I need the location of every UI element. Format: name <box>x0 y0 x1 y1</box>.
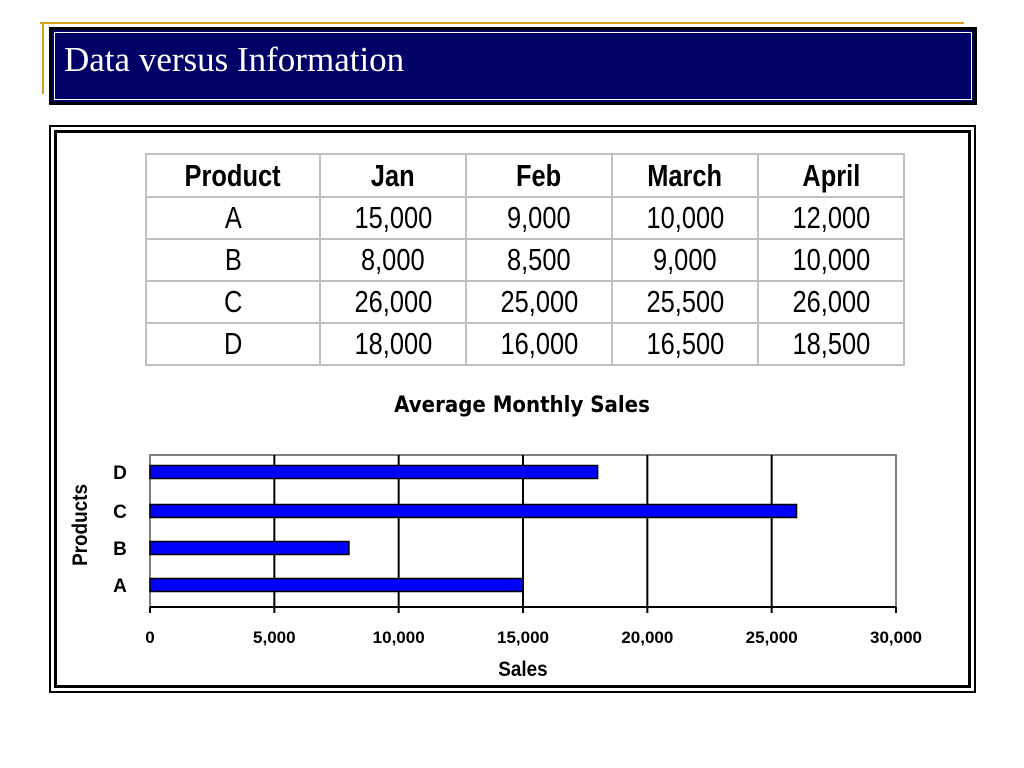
sales-bar-chart: 0 5,000 10,000 15,000 20,000 25,000 30,000 ABCD… <box>69 454 922 681</box>
table-cell: 18,500 <box>757 322 905 366</box>
x-tick-label: 10,000 <box>373 628 425 647</box>
table-cell: 25,000 <box>465 280 613 324</box>
table-cell: 9,000 <box>611 238 759 282</box>
y-tick-label: B <box>113 539 127 560</box>
table-row: C 26,000 25,000 25,500 26,000 <box>145 280 905 324</box>
table-cell: D <box>145 322 321 366</box>
table-cell: 16,500 <box>611 322 759 366</box>
content-frame-inner-border <box>54 130 971 688</box>
x-axis-label: Sales <box>498 658 547 681</box>
table-cell: 16,000 <box>465 322 613 366</box>
table-cell: 18,000 <box>319 322 467 366</box>
table-cell: 26,000 <box>319 280 467 324</box>
table-cell: 8,500 <box>465 238 613 282</box>
y-tick-label: D <box>113 463 127 484</box>
x-tick-label: 20,000 <box>621 628 673 647</box>
title-bar-inner-border <box>54 32 972 100</box>
table-cell: 12,000 <box>757 196 905 240</box>
table-header-row: Product Jan Feb March April <box>145 153 905 198</box>
table-cell: 10,000 <box>611 196 759 240</box>
x-tick-label: 15,000 <box>497 628 549 647</box>
bar-b <box>149 540 350 556</box>
sales-table: Product Jan Feb March April A 15,000 9,0… <box>145 153 905 366</box>
bar-d <box>149 464 599 480</box>
table-cell: 10,000 <box>757 238 905 282</box>
table-cell: A <box>145 196 321 240</box>
page-title: Data versus Information <box>64 40 405 79</box>
accent-line-top <box>40 22 964 24</box>
bar-c <box>149 503 798 519</box>
x-tick-label: 5,000 <box>253 628 296 647</box>
table-row: A 15,000 9,000 10,000 12,000 <box>145 196 905 240</box>
header-feb: Feb <box>465 153 613 198</box>
x-tick-label: 25,000 <box>746 628 798 647</box>
table-cell: C <box>145 280 321 324</box>
x-tick-label: 30,000 <box>870 628 922 647</box>
table-cell: 15,000 <box>319 196 467 240</box>
table-cell: 26,000 <box>757 280 905 324</box>
table-row: B 8,000 8,500 9,000 10,000 <box>145 238 905 282</box>
y-tick-label: C <box>113 502 127 523</box>
header-april: April <box>757 153 905 198</box>
header-product: Product <box>145 153 321 198</box>
title-bar: Data versus Information <box>49 27 977 105</box>
accent-line-left <box>42 22 44 94</box>
table-cell: 9,000 <box>465 196 613 240</box>
table-row: D 18,000 16,000 16,500 18,500 <box>145 322 905 366</box>
header-jan: Jan <box>319 153 467 198</box>
chart-title: Average Monthly Sales <box>394 393 650 418</box>
table-cell: B <box>145 238 321 282</box>
header-march: March <box>611 153 759 198</box>
bar-a <box>149 577 524 593</box>
table-cell: 25,500 <box>611 280 759 324</box>
table-cell: 8,000 <box>319 238 467 282</box>
y-tick-label: A <box>113 576 127 597</box>
y-axis-label: Products <box>69 484 92 566</box>
content-frame <box>49 125 976 693</box>
x-tick-label: 0 <box>145 628 154 647</box>
